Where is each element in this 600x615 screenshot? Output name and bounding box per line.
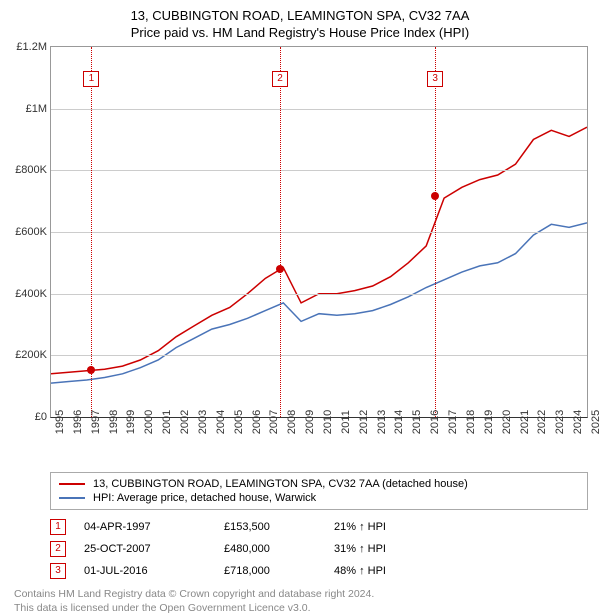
x-tick-label: 1999 (125, 410, 137, 434)
x-tick-label: 2015 (411, 410, 423, 434)
event-table: 1 04-APR-1997£153,50021% ↑ HPI 2 25-OCT-200… (50, 516, 588, 582)
event-number-box: 1 (50, 519, 66, 535)
event-dot (276, 265, 284, 273)
event-marker: 3 (427, 71, 443, 87)
y-tick-label: £400K (3, 288, 47, 300)
event-delta: 21% ↑ HPI (334, 521, 444, 533)
event-marker: 1 (83, 71, 99, 87)
x-tick-label: 2025 (590, 410, 600, 434)
event-price: £480,000 (224, 543, 334, 555)
event-row: 2 25-OCT-2007£480,00031% ↑ HPI (50, 538, 588, 560)
x-tick-label: 2009 (304, 410, 316, 434)
event-vline (435, 47, 436, 417)
x-tick-label: 2017 (447, 410, 459, 434)
x-tick-label: 2024 (572, 410, 584, 434)
x-tick-label: 2013 (376, 410, 388, 434)
x-tick-label: 2011 (340, 410, 352, 434)
x-tick-label: 2018 (465, 410, 477, 434)
x-axis-labels: 1995199619971998199920002001200220032004… (50, 418, 588, 464)
legend-swatch (59, 497, 85, 499)
x-tick-label: 2012 (358, 410, 370, 434)
event-vline (91, 47, 92, 417)
event-row: 3 01-JUL-2016£718,00048% ↑ HPI (50, 560, 588, 582)
footnote-line: This data is licensed under the Open Gov… (14, 602, 588, 615)
x-tick-label: 2014 (393, 410, 405, 434)
event-row: 1 04-APR-1997£153,50021% ↑ HPI (50, 516, 588, 538)
legend-label: HPI: Average price, detached house, Warw… (93, 492, 316, 504)
event-date: 01-JUL-2016 (84, 565, 224, 577)
x-tick-label: 2006 (251, 410, 263, 434)
event-date: 25-OCT-2007 (84, 543, 224, 555)
x-tick-label: 1998 (108, 410, 120, 434)
y-tick-label: £1M (3, 103, 47, 115)
x-tick-label: 2000 (143, 410, 155, 434)
legend-label: 13, CUBBINGTON ROAD, LEAMINGTON SPA, CV3… (93, 478, 468, 490)
y-tick-label: £0 (3, 411, 47, 423)
x-tick-label: 2003 (197, 410, 209, 434)
event-number-box: 3 (50, 563, 66, 579)
y-tick-label: £1.2M (3, 41, 47, 53)
gridline (51, 170, 587, 171)
x-tick-label: 2007 (268, 410, 280, 434)
x-tick-label: 1995 (54, 410, 66, 434)
x-tick-label: 2002 (179, 410, 191, 434)
chart-title: 13, CUBBINGTON ROAD, LEAMINGTON SPA, CV3… (0, 0, 600, 25)
event-vline (280, 47, 281, 417)
x-tick-label: 2001 (161, 410, 173, 434)
legend-item: 13, CUBBINGTON ROAD, LEAMINGTON SPA, CV3… (59, 477, 579, 491)
gridline (51, 232, 587, 233)
gridline (51, 355, 587, 356)
chart-container: { "title_line1": "13, CUBBINGTON ROAD, L… (0, 0, 600, 590)
x-tick-label: 2021 (519, 410, 531, 434)
gridline (51, 294, 587, 295)
x-tick-label: 2022 (536, 410, 548, 434)
y-tick-label: £600K (3, 226, 47, 238)
x-tick-label: 2020 (501, 410, 513, 434)
x-tick-label: 1997 (90, 410, 102, 434)
x-tick-label: 2005 (233, 410, 245, 434)
chart-subtitle: Price paid vs. HM Land Registry's House … (0, 25, 600, 46)
event-number-box: 2 (50, 541, 66, 557)
event-price: £718,000 (224, 565, 334, 577)
event-delta: 31% ↑ HPI (334, 543, 444, 555)
plot-area: £0£200K£400K£600K£800K£1M£1.2M123 (50, 46, 588, 418)
y-tick-label: £200K (3, 349, 47, 361)
event-dot (431, 192, 439, 200)
x-tick-label: 2010 (322, 410, 334, 434)
event-date: 04-APR-1997 (84, 521, 224, 533)
series-line (51, 223, 587, 383)
legend-box: 13, CUBBINGTON ROAD, LEAMINGTON SPA, CV3… (50, 472, 588, 510)
footnote: Contains HM Land Registry data © Crown c… (14, 588, 588, 615)
y-tick-label: £800K (3, 164, 47, 176)
event-price: £153,500 (224, 521, 334, 533)
x-tick-label: 2004 (215, 410, 227, 434)
legend-item: HPI: Average price, detached house, Warw… (59, 491, 579, 505)
x-tick-label: 2023 (554, 410, 566, 434)
event-delta: 48% ↑ HPI (334, 565, 444, 577)
x-tick-label: 2019 (483, 410, 495, 434)
event-dot (87, 366, 95, 374)
gridline (51, 109, 587, 110)
x-tick-label: 1996 (72, 410, 84, 434)
x-tick-label: 2016 (429, 410, 441, 434)
legend-swatch (59, 483, 85, 485)
event-marker: 2 (272, 71, 288, 87)
x-tick-label: 2008 (286, 410, 298, 434)
series-line (51, 127, 587, 374)
